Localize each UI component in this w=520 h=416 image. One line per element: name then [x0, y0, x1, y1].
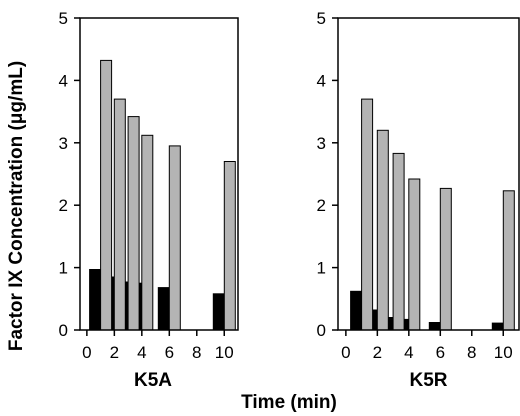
x-tick-label: 0: [82, 343, 91, 362]
x-tick-label: 0: [341, 343, 350, 362]
x-axis-title: Time (min): [241, 392, 337, 413]
bar-light-1: [361, 98, 374, 331]
bar-light-10: [223, 161, 236, 331]
bar-light-3: [392, 152, 405, 331]
y-tick-label: 5: [59, 9, 68, 28]
x-tick-label: 8: [192, 343, 201, 362]
y-tick-label: 4: [317, 71, 326, 90]
bar-dark-1: [350, 290, 363, 331]
bar-light-3: [127, 116, 140, 331]
panel-label: K5R: [409, 370, 447, 391]
x-tick-label: 4: [404, 343, 413, 362]
bar-light-6: [168, 145, 181, 331]
plot-frame: [79, 17, 239, 331]
y-tick-label: 0: [59, 321, 68, 340]
y-tick-label: 0: [317, 321, 326, 340]
panel-label: K5A: [134, 370, 172, 391]
panel-k5r: 0 1 2 3 4 5 0 2 4 6 8 10 K5R: [317, 9, 520, 391]
x-tick-label: 10: [215, 343, 234, 362]
y-axis-title: Factor IX Concentration (μg/mL): [6, 61, 27, 351]
bar-dark-1: [89, 269, 102, 331]
bar-light-2: [376, 129, 389, 331]
bar-light-6: [439, 187, 452, 331]
y-tick-label: 2: [317, 196, 326, 215]
y-tick-label: 2: [59, 196, 68, 215]
x-tick-label: 4: [137, 343, 146, 362]
bar-light-4: [408, 178, 421, 331]
bar-dark-6: [428, 322, 441, 331]
y-tick-label: 3: [59, 134, 68, 153]
bar-dark-10: [212, 293, 225, 331]
bar-light-10: [502, 190, 515, 331]
y-tick-label: 4: [59, 71, 68, 90]
x-tick-label: 10: [494, 343, 513, 362]
x-tick-label: 8: [467, 343, 476, 362]
x-tick-label: 2: [110, 343, 119, 362]
x-tick-label: 6: [436, 343, 445, 362]
y-tick-label: 1: [317, 259, 326, 278]
bar-light-2: [113, 98, 126, 331]
bar-dark-10: [491, 322, 504, 331]
y-tick-label: 5: [317, 9, 326, 28]
x-tick-label: 6: [165, 343, 174, 362]
bar-light-4: [141, 134, 154, 331]
bar-dark-6: [157, 287, 170, 331]
x-tick-label: 2: [373, 343, 382, 362]
y-tick-label: 1: [59, 259, 68, 278]
y-tick-label: 3: [317, 134, 326, 153]
bar-light-1: [100, 59, 113, 331]
plot-frame: [337, 17, 520, 331]
